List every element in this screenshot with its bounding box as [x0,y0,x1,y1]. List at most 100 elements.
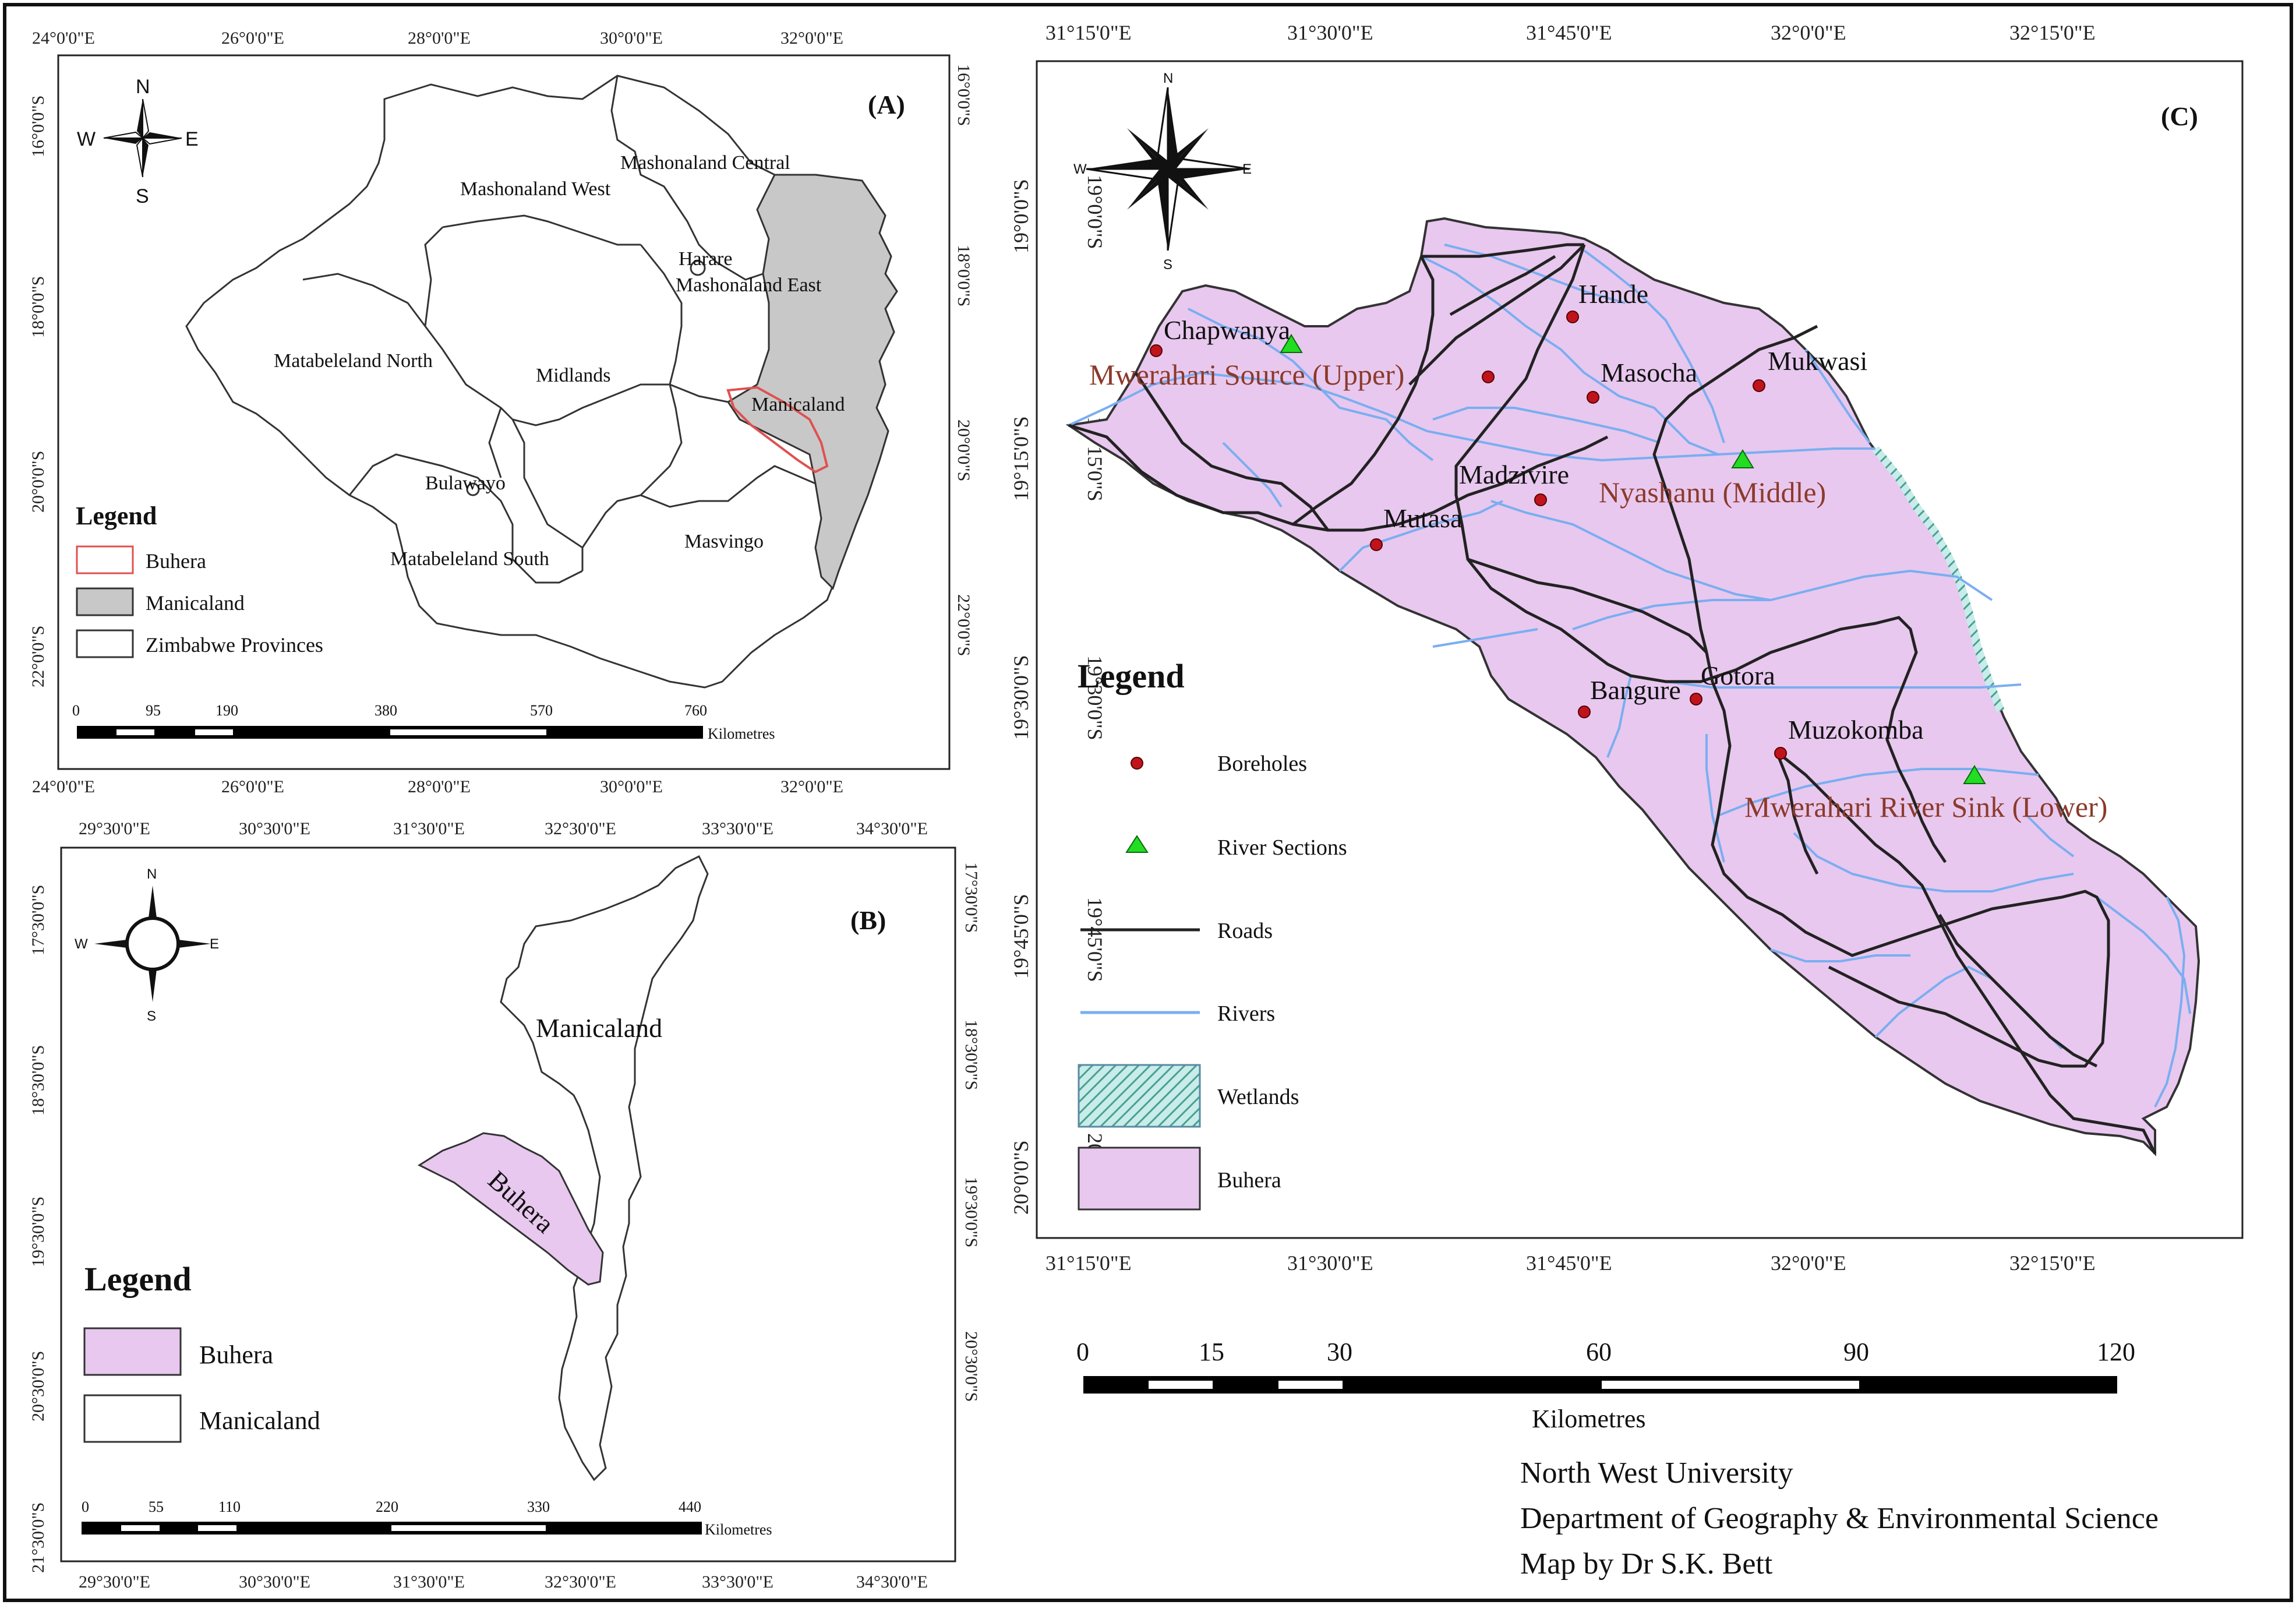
panel-b-bottom-tick: 29°30'0"E [79,1572,150,1592]
panel-b-left-tick: 19°30'0"S [29,1197,48,1267]
svg-text:380: 380 [375,702,397,719]
panel-a-left-tick: 18°0'0"S [29,276,48,338]
province-label-matabeleland-north: Matabeleland North [274,350,433,372]
legend-label: Buhera [199,1341,273,1369]
svg-text:N: N [1163,70,1173,86]
svg-text:Kilometres: Kilometres [708,725,775,742]
borehole-marker [1370,538,1383,551]
panel-c-top-tick: 32°15'0"E [2009,21,2096,44]
borehole-markers [1150,311,1787,760]
panel-a: 24°0'0"E 26°0'0"E 28°0'0"E 30°0'0"E 32°0… [29,29,973,796]
rivers [1068,244,2191,1107]
svg-text:0: 0 [82,1498,89,1515]
borehole-marker [1690,693,1702,706]
legend-label: Roads [1217,919,1273,943]
panel-c-left-tick: 20°0'0"S [1009,1140,1033,1215]
legend-title: Legend [1078,657,1185,695]
panel-c-left-tick: 19°45'0"S [1009,894,1033,979]
panel-c: 31°15'0"E 31°30'0"E 31°45'0"E 32°0'0"E 3… [1009,21,2244,1275]
svg-text:E: E [1242,161,1252,177]
buhera-region-b [417,1132,604,1286]
panel-a-tag: (A) [868,90,905,119]
north-arrow-icon: N S E W [77,76,199,207]
credit-line: North West University [1520,1456,1793,1490]
svg-text:30: 30 [1327,1338,1352,1366]
panel-c-left-tick: 19°30'0"S [1009,655,1033,740]
panel-b-right-tick: 18°30'0"S [962,1020,981,1090]
province-lines [302,75,816,584]
map-credits: North West University Department of Geog… [1520,1456,2159,1581]
panel-a-left-tick: 20°0'0"S [29,451,48,513]
legend-label: Zimbabwe Provinces [146,633,323,657]
panel-b-left-tick: 20°30'0"S [29,1351,48,1421]
panel-b-left-tick: 18°30'0"S [29,1045,48,1116]
legend-swatch-buhera [76,545,134,574]
panel-a-scale-bar: 0 95 190 380 570 760 Kilometres [72,702,775,742]
legend-label: Manicaland [146,591,245,615]
svg-text:760: 760 [684,702,707,719]
panel-c-right-tick: 19°45'0"S [1083,897,1107,982]
panel-c-top-tick: 31°30'0"E [1287,21,1373,44]
panel-a-right-tick: 18°0'0"S [954,245,973,306]
svg-text:55: 55 [149,1498,164,1515]
panel-b-scale-bar: 0 55 110 220 330 440 Kilometres [82,1498,772,1538]
svg-text:W: W [77,128,96,150]
panel-b-tag: (B) [850,905,886,935]
panel-a-bottom-tick: 30°0'0"E [600,777,663,796]
credit-line: Map by Dr S.K. Bett [1520,1547,1773,1581]
panel-b-top-tick: 31°30'0"E [393,819,465,838]
panel-c-tag: (C) [2161,101,2198,131]
panel-a-left-tick: 22°0'0"S [29,626,48,687]
province-label-masvingo: Masvingo [684,531,764,552]
svg-text:95: 95 [146,702,161,719]
svg-text:0: 0 [72,702,80,719]
manicaland-outline [500,855,709,1481]
roads [1068,243,2157,1155]
river-section-label: Mwerahari River Sink (Lower) [1744,791,2107,823]
panel-c-bottom-tick: 31°45'0"E [1526,1251,1612,1275]
river-section-marker [1731,449,1754,468]
panel-b-bottom-tick: 34°30'0"E [856,1572,928,1592]
legend-label: Wetlands [1217,1085,1299,1109]
legend-swatch-buhera [83,1327,182,1376]
borehole-label: Mukwasi [1768,346,1867,376]
panel-b-top-tick: 33°30'0"E [702,819,773,838]
panel-b-left-tick: 17°30'0"S [29,885,48,955]
borehole-marker [1534,493,1547,506]
legend-label: Rivers [1217,1001,1275,1026]
panel-a-bottom-tick: 32°0'0"E [780,777,843,796]
legend-label: Manicaland [199,1406,320,1435]
panel-a-right-tick: 16°0'0"S [954,64,973,126]
svg-text:Kilometres: Kilometres [705,1521,772,1538]
borehole-marker [1587,391,1599,404]
panel-b-bottom-tick: 31°30'0"E [393,1572,465,1592]
svg-text:S: S [1163,257,1172,273]
panel-b-bottom-tick: 32°30'0"E [545,1572,616,1592]
north-arrow-icon: N S E W [75,866,219,1024]
panel-a-left-tick: 16°0'0"S [29,96,48,157]
svg-text:570: 570 [530,702,553,719]
borehole-marker [1150,344,1163,357]
panel-b-top-tick: 34°30'0"E [856,819,928,838]
panel-c-bottom-tick: 32°0'0"E [1771,1251,1846,1275]
svg-text:W: W [1073,161,1087,177]
panel-c-bottom-tick: 31°15'0"E [1045,1251,1132,1275]
credit-line: Department of Geography & Environmental … [1520,1502,2159,1535]
panel-c-top-tick: 31°15'0"E [1045,21,1132,44]
panel-a-top-tick: 28°0'0"E [408,29,471,48]
river-section-markers [1280,334,1986,784]
svg-text:220: 220 [376,1498,398,1515]
borehole-label: Hande [1578,279,1648,309]
manicaland-region [726,174,898,590]
borehole-marker [1566,311,1579,323]
panel-a-right-tick: 20°0'0"S [954,419,973,481]
panel-c-top-tick: 32°0'0"E [1771,21,1846,44]
harare-boundary [690,260,706,276]
svg-text:0: 0 [1076,1338,1089,1366]
panel-b-right-tick: 17°30'0"S [962,862,981,933]
panel-a-top-tick: 30°0'0"E [600,29,663,48]
buhera-outline-a [726,386,829,474]
legend-swatch-wetlands [1078,1064,1201,1128]
borehole-label: Madzivire [1459,460,1569,489]
svg-text:440: 440 [679,1498,701,1515]
